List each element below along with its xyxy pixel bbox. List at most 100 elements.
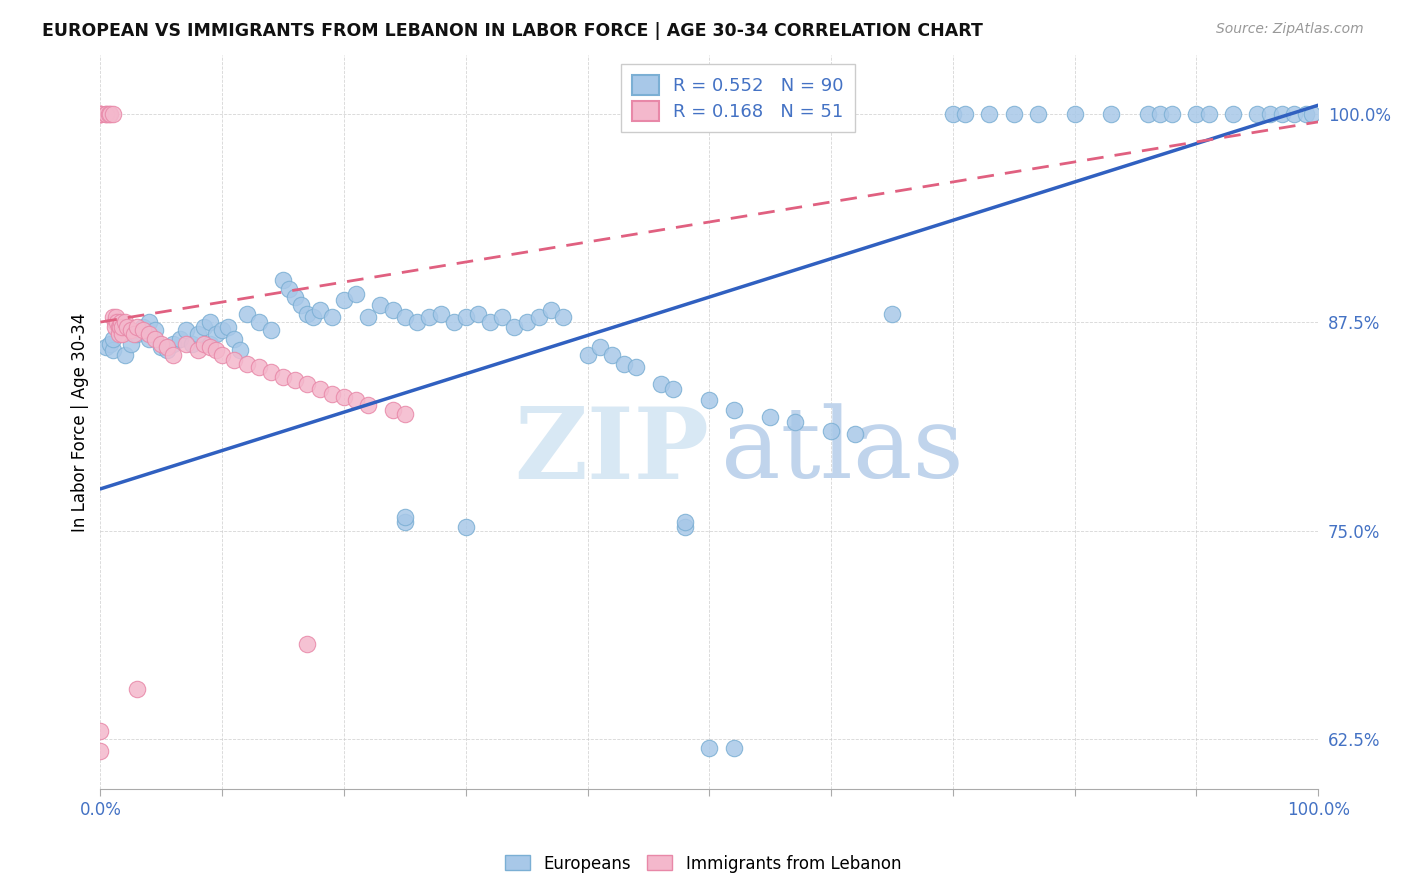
Point [143, 323, 166, 337]
Point [357, 399, 380, 413]
Point [174, 336, 197, 351]
Point [224, 332, 246, 346]
Point [187, 343, 209, 358]
Point [673, 520, 696, 534]
Point [224, 353, 246, 368]
Text: ZIP: ZIP [515, 403, 709, 500]
Point [107, 323, 129, 337]
Point [89, 744, 111, 758]
Point [454, 520, 477, 534]
Point [101, 332, 124, 346]
Point [156, 340, 179, 354]
Point [880, 307, 903, 321]
Point [105, 310, 128, 324]
Point [101, 343, 124, 358]
Point [540, 303, 562, 318]
Point [723, 403, 745, 417]
Point [193, 336, 215, 351]
Point [297, 376, 319, 391]
Text: EUROPEAN VS IMMIGRANTS FROM LEBANON IN LABOR FORCE | AGE 30-34 CORRELATION CHART: EUROPEAN VS IMMIGRANTS FROM LEBANON IN L… [42, 22, 983, 40]
Point [235, 357, 257, 371]
Point [205, 326, 228, 341]
Point [271, 370, 294, 384]
Point [626, 360, 648, 375]
Point [1185, 106, 1208, 120]
Point [1271, 106, 1294, 120]
Point [125, 320, 148, 334]
Point [344, 286, 367, 301]
Point [143, 332, 166, 346]
Point [97, 106, 120, 120]
Point [114, 348, 136, 362]
Point [107, 326, 129, 341]
Point [132, 323, 155, 337]
Point [98, 106, 121, 120]
Point [125, 326, 148, 341]
Point [169, 332, 191, 346]
Point [297, 307, 319, 321]
Point [107, 315, 129, 329]
Point [1161, 106, 1184, 120]
Point [600, 348, 623, 362]
Point [344, 393, 367, 408]
Point [321, 310, 343, 324]
Point [697, 393, 720, 408]
Point [108, 320, 131, 334]
Point [1026, 106, 1049, 120]
Point [104, 315, 127, 329]
Point [120, 336, 142, 351]
Y-axis label: In Labor Force | Age 30-34: In Labor Force | Age 30-34 [72, 312, 89, 532]
Point [467, 307, 489, 321]
Point [430, 307, 453, 321]
Point [235, 307, 257, 321]
Point [820, 424, 842, 438]
Point [111, 320, 134, 334]
Point [1301, 106, 1323, 120]
Point [394, 516, 416, 530]
Point [516, 315, 538, 329]
Text: Source: ZipAtlas.com: Source: ZipAtlas.com [1216, 22, 1364, 37]
Point [187, 326, 209, 341]
Point [114, 315, 136, 329]
Point [723, 740, 745, 755]
Point [101, 310, 124, 324]
Point [673, 516, 696, 530]
Point [783, 415, 806, 429]
Point [290, 298, 312, 312]
Point [96, 340, 118, 354]
Point [115, 320, 138, 334]
Point [89, 723, 111, 738]
Point [553, 310, 575, 324]
Point [198, 336, 221, 351]
Point [527, 310, 550, 324]
Point [357, 310, 380, 324]
Point [211, 323, 233, 337]
Point [101, 106, 124, 120]
Point [138, 332, 160, 346]
Point [198, 315, 221, 329]
Point [443, 315, 465, 329]
Point [120, 323, 142, 337]
Point [284, 374, 307, 388]
Point [205, 343, 228, 358]
Point [1258, 106, 1281, 120]
Point [260, 323, 283, 337]
Text: atlas: atlas [721, 404, 965, 500]
Point [211, 348, 233, 362]
Point [697, 740, 720, 755]
Point [1149, 106, 1171, 120]
Point [162, 336, 184, 351]
Point [271, 273, 294, 287]
Point [89, 106, 111, 120]
Point [381, 303, 404, 318]
Point [370, 298, 392, 312]
Point [284, 290, 307, 304]
Point [650, 376, 672, 391]
Point [193, 320, 215, 334]
Point [107, 320, 129, 334]
Point [247, 360, 270, 375]
Point [156, 343, 179, 358]
Point [89, 106, 111, 120]
Point [110, 315, 132, 329]
Point [503, 320, 526, 334]
